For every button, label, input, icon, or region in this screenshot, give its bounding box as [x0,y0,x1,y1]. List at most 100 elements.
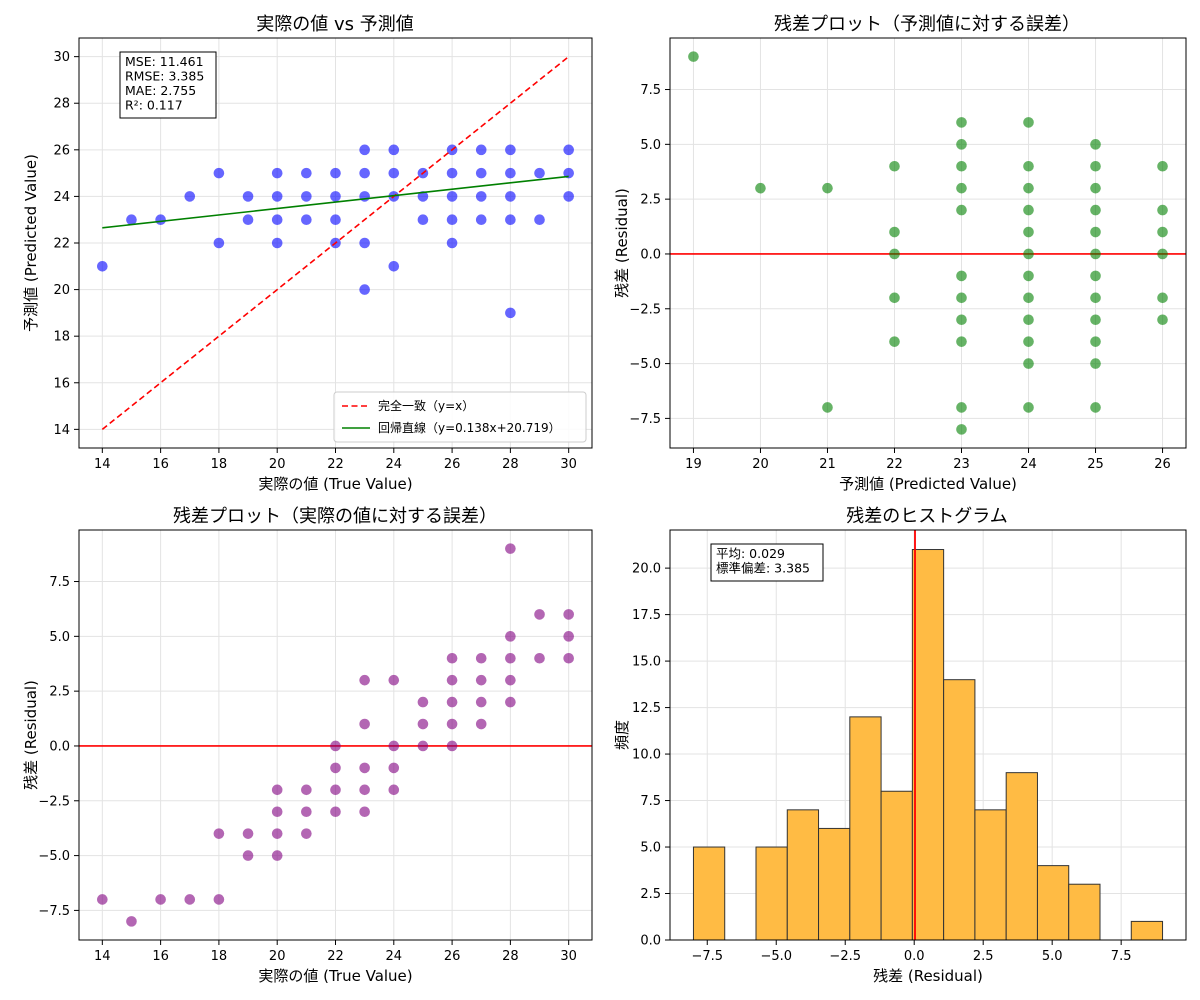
y-tick-label: −5.0 [38,849,70,864]
panel-title: 残差のヒストグラム [846,506,1007,527]
x-tick-label: 16 [152,949,169,964]
data-point [505,167,516,179]
data-point [388,784,400,796]
x-tick-label: 5.0 [1042,949,1063,964]
histogram-bar [818,827,851,941]
data-point [956,139,967,150]
data-point [505,214,516,226]
panel-title: 実際の値 vs 予測値 [256,14,413,35]
legend-box [333,391,587,443]
true-vs-predicted-panel: 実際の値 vs 予測値 14 16 18 20 22 24 26 28 30 14 16 18 20 22… [22,14,593,493]
residual-histogram-panel: 残差のヒストグラム −7.5 −5.0 −2.5 0.0 2.5 5.0 7.5 0.0 2.5… [613,506,1187,985]
x-tick-label: 18 [211,949,228,964]
histogram-bar [1005,772,1038,941]
data-point [1090,182,1101,194]
data-point [330,167,341,179]
data-point [126,916,137,927]
data-point [388,260,400,272]
data-point [956,424,967,435]
data-point [822,402,833,413]
data-point [534,167,545,179]
data-point [956,117,967,128]
data-point [388,740,400,752]
data-point [475,214,487,226]
data-point [271,214,283,226]
histogram-bar [1036,865,1070,941]
data-point [330,191,341,202]
data-point [956,336,967,347]
legend-label: 回帰直線（y=0.138x+20.719） [378,420,561,435]
data-point [534,609,545,620]
data-point [1090,314,1101,326]
data-point [755,182,766,194]
x-tick-label: 14 [94,949,111,964]
data-point [889,226,900,238]
data-point [889,248,900,260]
y-tick-label: 17.5 [632,608,661,623]
data-point [330,762,341,774]
y-axis-label: 頻度 [613,720,631,750]
data-point [534,652,545,664]
data-point [388,674,400,686]
axes-frame [78,37,593,449]
histogram-bar [755,846,788,941]
data-point [956,270,967,282]
y-tick-label: 15.0 [632,655,661,670]
data-point [388,167,400,179]
data-point [889,336,900,347]
y-tick-label: 18 [53,330,70,345]
x-tick-label: 30 [560,949,577,964]
identity-line [101,56,570,430]
y-tick-label: 10.0 [632,748,661,763]
data-point [1157,248,1168,260]
x-axis-label: 実際の値 (True Value) [258,475,412,493]
x-tick-label: 30 [560,457,577,472]
data-point [213,237,225,249]
data-point [359,284,370,295]
y-tick-label: 2.5 [640,193,661,208]
data-point [1090,292,1101,304]
data-point [563,631,574,642]
histogram-bar [943,679,976,941]
x-tick-label: 20 [752,457,769,472]
data-point [97,894,108,905]
data-point [956,160,967,172]
data-point [301,167,312,179]
data-point [563,144,574,156]
x-axis-label: 予測値 (Predicted Value) [839,475,1017,493]
data-point [1023,402,1034,413]
data-point [446,718,458,730]
data-point [417,718,429,730]
data-point [446,652,458,664]
data-point [1090,270,1101,282]
data-point [97,260,108,272]
data-point [242,214,254,226]
data-point [242,828,254,839]
data-point [271,167,283,179]
y-tick-label: 28 [53,97,70,112]
data-point [1023,226,1034,238]
data-point [417,696,429,708]
x-tick-label: 26 [444,457,461,472]
data-point [1023,336,1034,347]
data-point [359,718,370,730]
data-point [359,237,370,249]
data-point [359,806,370,818]
histogram-bar [692,846,726,941]
data-point [1023,182,1034,194]
x-tick-label: −7.5 [691,949,723,964]
histogram-bar [911,549,945,941]
data-point [956,292,967,304]
data-point [301,214,312,226]
axes-frame [669,37,1187,449]
axes-frame [78,529,593,941]
data-point [446,214,458,226]
data-point [155,214,166,226]
residual-vs-predicted-panel: 残差プロット（予測値に対する誤差） 19 20 21 22 23 24 25 26 −7.5 −5… [613,14,1187,493]
stats-line: 標準偏差: 3.385 [716,561,810,576]
data-point [505,696,516,708]
x-tick-label: 22 [327,949,344,964]
data-point [956,314,967,326]
data-point [956,182,967,194]
data-point [155,894,166,905]
